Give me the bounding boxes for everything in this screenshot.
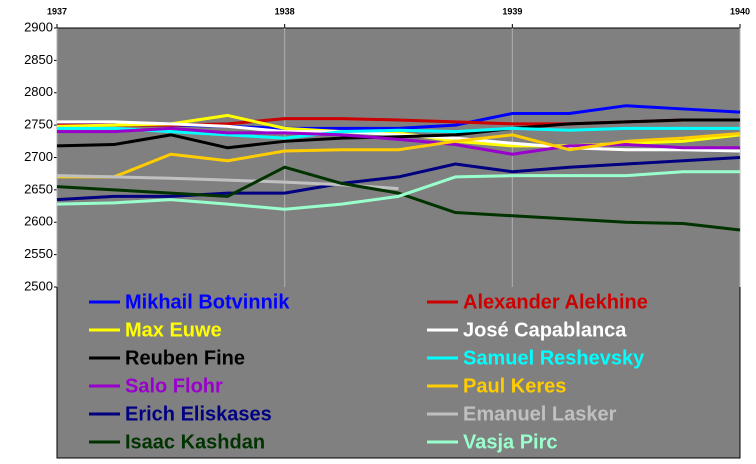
y-tick-label: 2650: [24, 181, 53, 196]
y-tick-label: 2500: [24, 278, 53, 293]
x-tick-label: 1938: [275, 6, 295, 16]
legend-label: Paul Keres: [463, 375, 566, 397]
x-tick-label: 1939: [502, 6, 522, 16]
legend-label: Alexander Alekhine: [463, 291, 648, 313]
series-line: [56, 156, 741, 202]
legend-label: Reuben Fine: [125, 347, 245, 369]
x-tick-label: 1940: [730, 6, 750, 16]
legend-label: Salo Flohr: [125, 375, 223, 397]
series-line: [57, 126, 740, 156]
legend-label: Emanuel Lasker: [463, 403, 617, 425]
y-tick-label: 2550: [24, 246, 53, 261]
legend-label: Vasja Pirc: [463, 431, 558, 453]
y-tick-label: 2700: [24, 149, 53, 164]
series-line: [57, 132, 741, 179]
y-tick-label: 2850: [24, 52, 53, 67]
chart-area: [56, 27, 741, 459]
legend-label: José Capablanca: [463, 319, 627, 341]
legend-label: Erich Eliskases: [125, 403, 272, 425]
series-line: [56, 170, 740, 211]
legend-label: Samuel Reshevsky: [463, 347, 645, 369]
series-line: [57, 120, 741, 153]
legend-label: Max Euwe: [125, 319, 222, 341]
y-tick-label: 2900: [24, 19, 53, 34]
y-tick-label: 2800: [24, 84, 53, 99]
legend-label: Mikhail Botvinnik: [125, 291, 290, 313]
series-line: [57, 126, 740, 140]
x-tick-label: 1937: [47, 6, 67, 16]
series-line: [56, 118, 740, 150]
y-tick-label: 2750: [24, 117, 53, 132]
y-tick-label: 2600: [24, 214, 53, 229]
series-line: [56, 165, 741, 232]
legend-label: Isaac Kashdan: [125, 431, 265, 453]
